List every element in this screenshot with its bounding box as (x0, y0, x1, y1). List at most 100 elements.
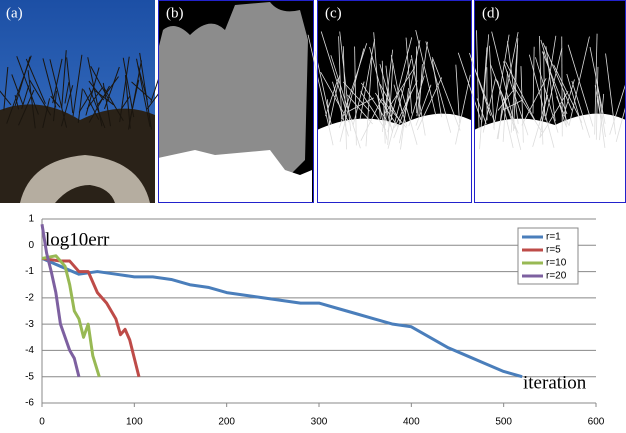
hair-strand (102, 82, 112, 127)
hair-strand (542, 42, 573, 111)
hair-strand (88, 87, 106, 129)
hair-strand (455, 64, 460, 124)
arch (20, 155, 150, 203)
x-tick-label: 400 (403, 417, 420, 428)
y-tick-label: 0 (28, 240, 34, 251)
hair-strand (415, 84, 432, 126)
hair-strand (563, 90, 567, 128)
hair-strand (330, 55, 361, 149)
hair-strand (470, 58, 496, 124)
hair-strand (27, 70, 36, 129)
y-tick-label: -4 (25, 345, 34, 356)
x-tick-label: 600 (588, 417, 605, 428)
hair-strand (122, 57, 135, 118)
hair-strand (615, 103, 626, 143)
hair-strand (503, 61, 529, 136)
hair-strand (505, 61, 536, 122)
hair-strand (307, 34, 334, 146)
x-tick-label: 100 (126, 417, 143, 428)
hair-strand (86, 87, 103, 110)
hair-strand (347, 94, 373, 125)
panel-a: (a) (0, 0, 168, 203)
hair-strand (400, 88, 418, 145)
hair-strand (416, 41, 428, 117)
foreground (158, 150, 312, 202)
x-tick-label: 500 (495, 417, 512, 428)
hair-strand (538, 36, 544, 145)
hair-strand (369, 46, 394, 133)
hair-strand (102, 86, 124, 122)
hair-strand (540, 90, 569, 138)
hair-strand (545, 46, 556, 122)
hair-strand (342, 46, 347, 150)
hair-strand (540, 39, 567, 126)
hair-strand (78, 87, 95, 113)
panel-label: (d) (482, 5, 500, 21)
hair-strand (415, 29, 437, 116)
hair-strand (61, 50, 67, 109)
x-axis-label: iteration (523, 372, 587, 393)
hair-strand (131, 81, 153, 101)
legend-label: r=20 (546, 271, 567, 282)
line-series (41, 254, 101, 378)
y-tick-label: -6 (25, 398, 34, 409)
legend-label: r=10 (546, 258, 567, 269)
hair-strand (416, 77, 443, 131)
hair-strand (14, 56, 31, 107)
hair-strand (393, 93, 412, 139)
hair-strand (387, 58, 412, 149)
x-tick-label: 200 (218, 417, 235, 428)
hair-strand (553, 64, 583, 123)
hair-strand (544, 47, 563, 121)
hair-strand (497, 90, 514, 111)
hair-strand (507, 41, 519, 125)
hair-strand (49, 59, 68, 128)
hair-strand (405, 37, 413, 114)
hair-strand (60, 85, 74, 127)
hair-strand (121, 95, 131, 109)
hair-strand (119, 56, 130, 123)
hair-strand (541, 51, 568, 115)
hair-strand (594, 85, 603, 127)
hair-strand (539, 35, 557, 139)
hair-strand (556, 96, 569, 125)
hair-strand (77, 88, 83, 123)
hair-strand (482, 78, 496, 133)
hair-strand (490, 64, 516, 130)
panel-border (158, 0, 314, 203)
y-tick-label: -5 (25, 371, 34, 382)
hair-strand (457, 52, 482, 120)
hair-strand (124, 75, 131, 129)
panel-d: (d) (457, 0, 626, 203)
line-series (41, 257, 523, 379)
hair-strand (66, 57, 74, 114)
hair-strand (320, 31, 347, 112)
hair-strand (338, 36, 342, 119)
hair-strand (532, 46, 535, 114)
hair-strand (82, 89, 100, 120)
hair-strand (387, 37, 413, 133)
hair-strand (510, 38, 519, 133)
foreground (474, 113, 626, 202)
hair-strand (488, 45, 495, 130)
hair-strand (455, 74, 471, 145)
hair-strand (332, 81, 349, 137)
hair-strand (609, 81, 626, 135)
hair-strand (72, 54, 83, 117)
hair-strand (400, 88, 409, 150)
hair-strand (42, 98, 51, 129)
y-tick-label: -2 (25, 292, 34, 303)
hair-strand (90, 66, 110, 101)
panel-label: (b) (166, 5, 184, 21)
x-tick-label: 0 (39, 417, 45, 428)
hair-strand (599, 93, 605, 141)
hair-strand (520, 66, 524, 143)
hair-strand (16, 56, 39, 115)
hair-strand (3, 66, 9, 111)
hair-strand (359, 39, 376, 120)
line-series (41, 256, 141, 378)
hair-strand (0, 90, 12, 106)
y-tick-label: 1 (28, 214, 34, 225)
